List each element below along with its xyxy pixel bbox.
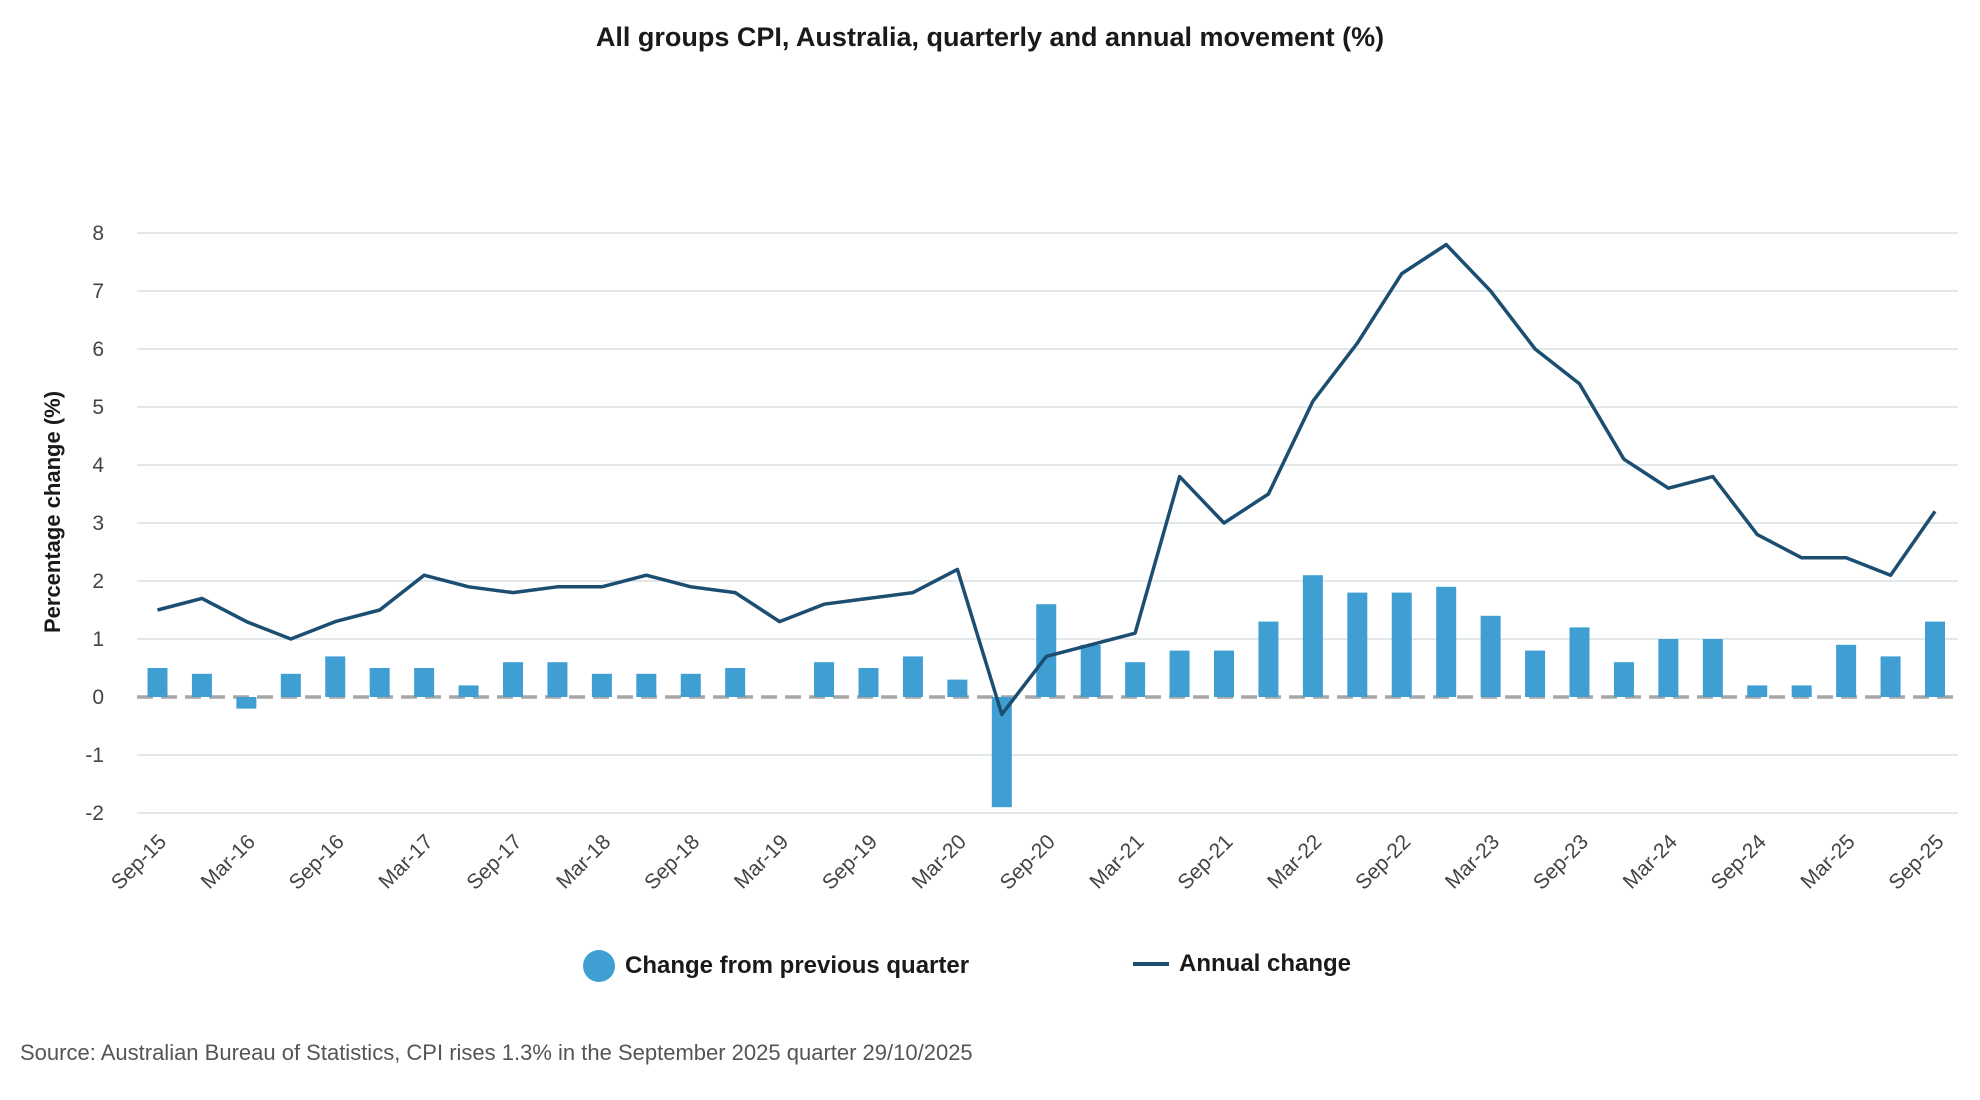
quarterly-bar	[1391, 592, 1412, 697]
y-tick-label: 6	[92, 338, 104, 361]
source-note: Source: Australian Bureau of Statistics,…	[20, 1040, 973, 1065]
quarterly-bar	[1169, 650, 1190, 697]
y-tick-label: 4	[92, 454, 104, 477]
y-tick-label: 8	[92, 222, 104, 245]
quarterly-bar	[458, 685, 479, 697]
x-tick-label: Sep-23	[1529, 830, 1593, 894]
x-tick-label: Sep-16	[285, 830, 349, 894]
x-tick-label: Mar-22	[1263, 830, 1326, 893]
x-tick-label: Mar-17	[374, 830, 437, 893]
x-tick-label: Sep-19	[818, 830, 882, 894]
quarterly-bar	[1569, 627, 1590, 697]
x-tick-label: Mar-18	[552, 830, 615, 893]
quarterly-bar	[1880, 656, 1901, 697]
quarterly-bar	[636, 673, 657, 697]
y-tick-label: 2	[92, 570, 104, 593]
x-tick-label: Mar-20	[908, 830, 971, 893]
quarterly-bar	[1925, 621, 1945, 697]
quarterly-bar	[858, 668, 879, 697]
legend-swatch-bar	[583, 950, 615, 982]
quarterly-bar	[902, 656, 923, 697]
legend-item-annual: Annual change	[1133, 950, 1351, 978]
quarterly-bar	[503, 662, 523, 697]
quarterly-bar	[280, 673, 301, 697]
y-axis-title: Percentage change (%)	[40, 391, 65, 633]
y-tick-label: 0	[92, 686, 104, 709]
quarterly-bar	[1747, 685, 1768, 697]
x-tick-label: Mar-19	[730, 830, 793, 893]
y-tick-label: 1	[92, 628, 104, 651]
x-tick-label: Mar-16	[197, 830, 260, 893]
legend-item-quarterly: Change from previous quarter	[583, 950, 969, 982]
quarterly-bar	[991, 697, 1012, 808]
x-tick-label: Sep-25	[1884, 830, 1948, 894]
y-tick-label: -1	[85, 744, 104, 767]
quarterly-bars	[147, 575, 1945, 808]
quarterly-bar	[1613, 662, 1634, 697]
x-tick-label: Sep-22	[1351, 830, 1415, 894]
legend: Change from previous quarter Annual chan…	[0, 950, 1980, 1000]
chart-title: All groups CPI, Australia, quarterly and…	[595, 22, 1385, 52]
quarterly-bar	[680, 673, 701, 697]
quarterly-bar	[1214, 650, 1234, 697]
y-axis-ticks: -2 -1 0 1 2 3 4 5 6 7 8	[85, 222, 104, 825]
legend-label-quarterly: Change from previous quarter	[625, 952, 970, 979]
quarterly-bar	[947, 679, 968, 697]
quarterly-bar	[1347, 592, 1368, 697]
legend-label-annual: Annual change	[1179, 950, 1352, 977]
quarterly-bar	[1480, 615, 1501, 697]
x-tick-label: Mar-24	[1619, 830, 1683, 894]
quarterly-bar	[1258, 621, 1279, 697]
x-tick-label: Sep-17	[462, 830, 526, 894]
quarterly-bar	[591, 673, 612, 697]
quarterly-bar	[1791, 685, 1812, 697]
quarterly-bar	[1836, 644, 1857, 697]
x-tick-label: Sep-18	[640, 830, 704, 894]
quarterly-bar	[1702, 639, 1723, 697]
quarterly-bar	[547, 662, 568, 697]
y-tick-label: 5	[92, 396, 104, 419]
y-tick-label: -2	[85, 802, 104, 825]
quarterly-bar	[1125, 662, 1146, 697]
quarterly-bar	[369, 668, 390, 697]
quarterly-bar	[191, 673, 212, 697]
quarterly-bar	[1302, 575, 1323, 697]
quarterly-bar	[414, 668, 435, 697]
quarterly-bar	[1658, 639, 1679, 697]
x-tick-label: Sep-20	[996, 830, 1060, 894]
quarterly-bar	[1080, 644, 1101, 697]
quarterly-bar	[725, 668, 746, 697]
x-axis-ticks: Sep-15 Mar-16 Sep-16 Mar-17 Sep-17 Mar-18 Sep-…	[107, 830, 1949, 894]
x-tick-label: Sep-24	[1707, 830, 1771, 894]
grid-lines	[137, 232, 1958, 814]
quarterly-bar	[814, 662, 835, 697]
y-tick-label: 3	[92, 512, 104, 535]
quarterly-bar	[1525, 650, 1546, 697]
annual-line	[157, 242, 1937, 717]
quarterly-bar	[1036, 604, 1057, 697]
x-tick-label: Mar-21	[1085, 830, 1148, 893]
legend-swatch-line	[1133, 962, 1169, 966]
quarterly-bar	[147, 668, 168, 697]
quarterly-bar	[1436, 586, 1457, 697]
annual-change-line	[157, 242, 1937, 717]
x-tick-label: Mar-25	[1796, 830, 1859, 893]
quarterly-bar	[236, 697, 257, 709]
quarterly-bar	[325, 656, 346, 697]
x-tick-label: Sep-15	[107, 830, 171, 894]
x-tick-label: Mar-23	[1441, 830, 1504, 893]
y-tick-label: 7	[92, 280, 104, 303]
x-tick-label: Sep-21	[1173, 830, 1237, 894]
